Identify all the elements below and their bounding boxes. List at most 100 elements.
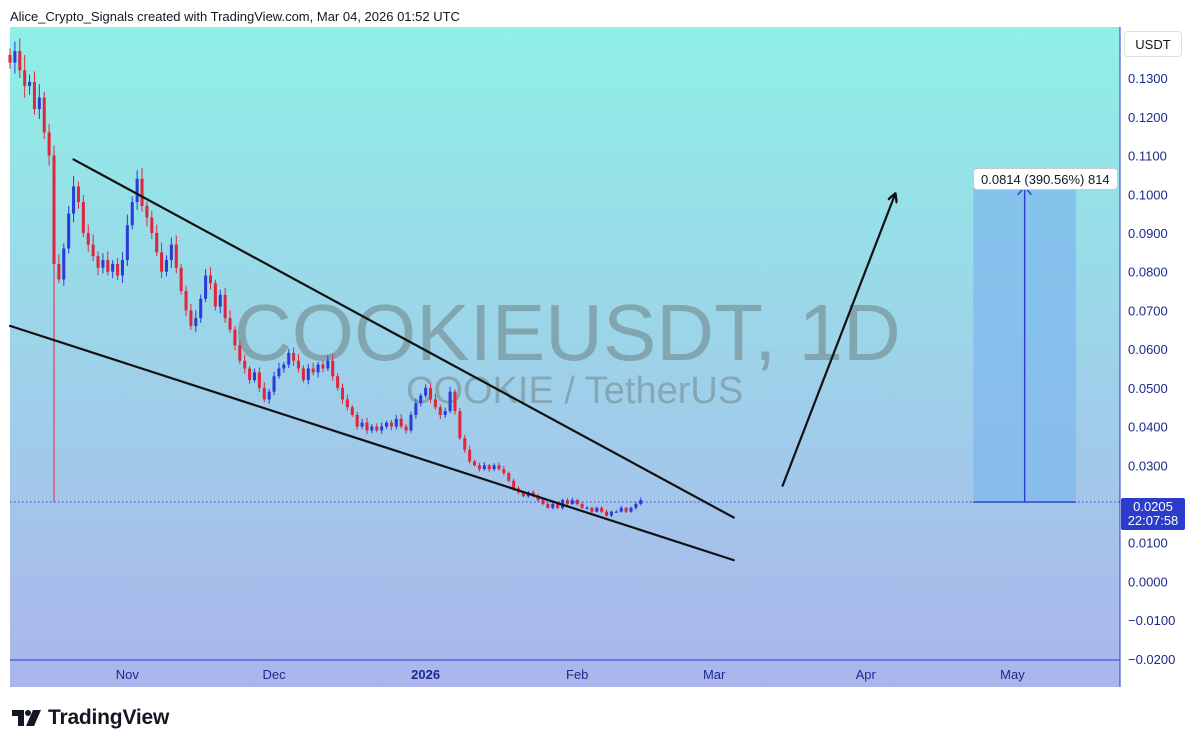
candle-body xyxy=(629,507,633,512)
candle-body xyxy=(385,422,389,427)
candle-body xyxy=(62,248,66,280)
candle-body xyxy=(443,411,447,415)
trendline-drawings[interactable] xyxy=(8,158,895,562)
candle-body xyxy=(614,511,618,513)
candle-body xyxy=(350,407,354,415)
candle-body xyxy=(179,267,183,292)
price-tick-label: 0.0600 xyxy=(1128,342,1168,357)
candle-body xyxy=(8,54,12,63)
candle-body xyxy=(96,256,100,268)
candle-body xyxy=(91,244,95,257)
time-tick-label: Nov xyxy=(116,667,140,682)
candle-body xyxy=(609,511,613,516)
price-tick-label: 0.0500 xyxy=(1128,381,1168,396)
candle-body xyxy=(482,465,486,470)
candle-body xyxy=(492,465,496,470)
candle-body xyxy=(252,372,257,381)
tradingview-brand-text: TradingView xyxy=(48,706,170,729)
candle-body xyxy=(311,368,315,373)
tradingview-logo-icon xyxy=(12,710,41,726)
candle-body xyxy=(438,407,442,415)
time-axis[interactable]: Nov Dec 2026 Feb Mar Apr May xyxy=(116,667,1025,682)
candle-body xyxy=(213,283,217,307)
candle-body xyxy=(463,438,467,450)
trendline-upper xyxy=(72,158,735,519)
candle-body xyxy=(340,387,345,400)
candle-body xyxy=(570,500,574,504)
candle-body xyxy=(619,507,623,512)
candle-body xyxy=(67,213,71,249)
candle-body xyxy=(389,422,393,427)
time-tick-label: 2026 xyxy=(411,667,440,682)
price-tick-label: 0.1200 xyxy=(1128,110,1168,125)
candle-body xyxy=(301,368,305,381)
candle-body xyxy=(57,263,61,280)
price-tick-label: 0.0400 xyxy=(1128,420,1168,435)
candle-body xyxy=(321,364,325,369)
candle-body xyxy=(194,318,198,326)
candle-body xyxy=(453,391,457,412)
chart-attribution: Alice_Crypto_Signals created with Tradin… xyxy=(10,9,460,24)
candle-body xyxy=(199,298,203,319)
candle-body xyxy=(257,372,261,388)
candle-body xyxy=(634,503,638,508)
candle-body xyxy=(458,411,462,439)
price-tick-label: −0.0200 xyxy=(1128,652,1175,667)
candle-body xyxy=(639,500,643,504)
candle-body xyxy=(380,426,384,431)
time-tick-label: Mar xyxy=(703,667,726,682)
candle-body xyxy=(243,360,247,369)
bar-countdown: 22:07:58 xyxy=(1127,513,1179,528)
candle-body xyxy=(233,329,237,346)
candle-body xyxy=(473,461,477,466)
candle-body xyxy=(272,376,276,392)
candle-body xyxy=(86,232,90,245)
candle-body xyxy=(433,399,437,408)
candle-body xyxy=(28,81,32,86)
candle-body xyxy=(150,217,154,233)
currency-selector[interactable]: USDT xyxy=(1124,31,1182,57)
tradingview-logo[interactable]: TradingView xyxy=(12,704,169,732)
candle-body xyxy=(404,426,408,431)
candle-body xyxy=(375,426,379,431)
watermark-symbol: COOKIEUSDT, 1D xyxy=(234,288,901,377)
candle-body xyxy=(248,368,252,381)
candle-body xyxy=(355,414,359,427)
candle-body xyxy=(164,260,168,272)
candle-body xyxy=(145,205,149,218)
candle-body xyxy=(223,294,227,319)
candle-body xyxy=(155,232,159,253)
candle-body xyxy=(497,465,501,470)
candle-body xyxy=(394,418,398,427)
time-tick-label: May xyxy=(1000,667,1025,682)
candle-body xyxy=(296,360,301,369)
candle-body xyxy=(23,70,27,86)
candlestick-series xyxy=(8,38,643,518)
candle-body xyxy=(521,492,525,497)
candle-body xyxy=(101,260,105,268)
candle-body xyxy=(42,97,46,133)
candle-body xyxy=(326,360,330,369)
price-tick-label: 0.0300 xyxy=(1128,458,1168,473)
candle-body xyxy=(306,368,310,381)
price-axis-background xyxy=(1120,27,1187,687)
time-tick-label: Feb xyxy=(566,667,588,682)
candle-body xyxy=(419,395,423,404)
measure-tool[interactable] xyxy=(973,187,1076,503)
price-axis[interactable]: −0.0200−0.01000.00000.01000.02000.03000.… xyxy=(1128,32,1175,666)
candle-body xyxy=(448,391,452,412)
candle-body xyxy=(316,364,320,373)
candle-body xyxy=(189,310,193,326)
candle-body xyxy=(507,473,511,481)
candle-body xyxy=(32,81,36,110)
candle-body xyxy=(184,291,188,311)
price-tick-label: 0.1000 xyxy=(1128,187,1168,202)
candle-body xyxy=(81,201,85,233)
time-tick-label: Dec xyxy=(262,667,286,682)
candle-body xyxy=(585,507,589,509)
last-price-value: 0.0205 xyxy=(1133,499,1173,514)
candle-body xyxy=(487,465,491,470)
price-tick-label: 0.0900 xyxy=(1128,226,1168,241)
candle-body xyxy=(218,294,222,307)
